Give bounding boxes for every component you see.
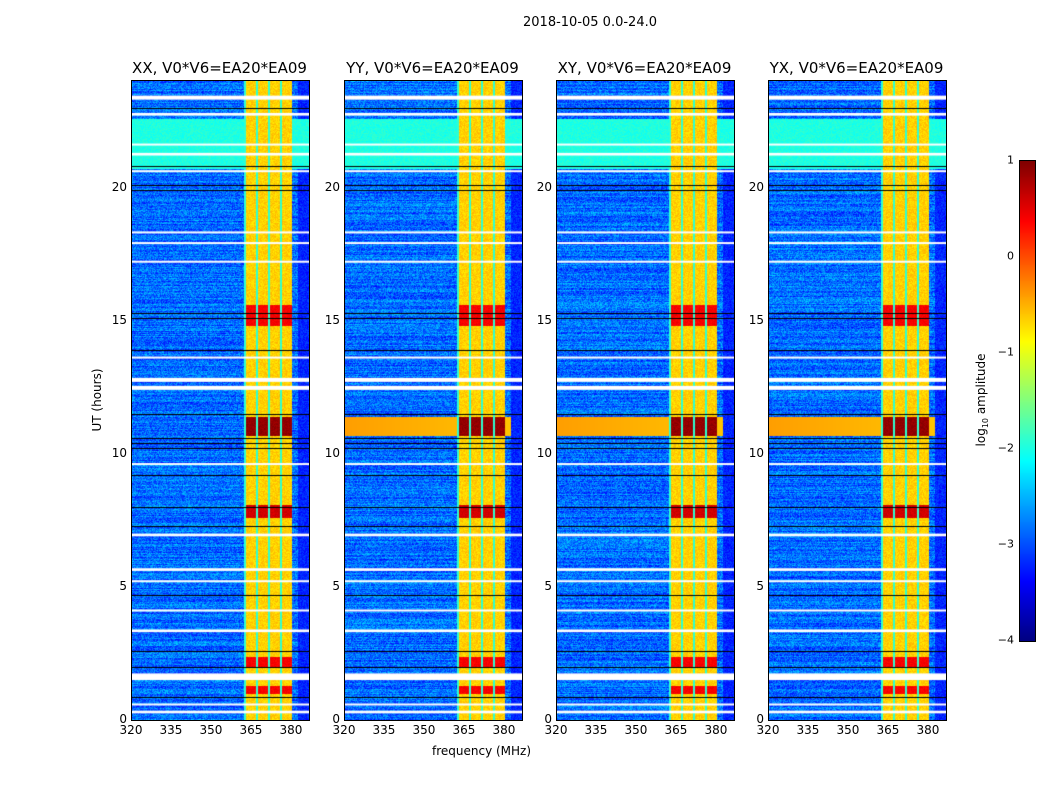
x-tick-label: 365 (452, 723, 476, 737)
y-tick-label: 15 (111, 312, 127, 327)
y-tick-label: 20 (111, 179, 127, 194)
x-tick-label: 365 (664, 723, 688, 737)
panel-title: YY, V0*V6=EA20*EA09 (346, 59, 519, 77)
x-tick-label: 350 (412, 723, 436, 737)
colorbar-tick-label: −1 (997, 345, 1014, 359)
y-tick-label: 0 (119, 712, 127, 726)
waterfall-panel (131, 80, 310, 721)
x-tick-label: 335 (584, 723, 608, 737)
y-tick-label: 5 (756, 578, 764, 593)
colorbar-tick-label: 0 (1007, 249, 1014, 263)
figure-title: 2018-10-05 0.0-24.0 (523, 15, 657, 30)
x-tick-label: 380 (916, 723, 940, 737)
x-tick-label: 365 (876, 723, 900, 737)
y-tick-label: 0 (332, 712, 340, 726)
x-tick-label: 320 (332, 723, 356, 737)
y-tick-label: 20 (748, 179, 764, 194)
colorbar-tick-label: −2 (997, 441, 1014, 455)
x-tick-label: 335 (796, 723, 820, 737)
y-tick-label: 20 (536, 179, 552, 194)
panel-title: XX, V0*V6=EA20*EA09 (132, 59, 307, 77)
x-tick-label: 380 (704, 723, 728, 737)
y-axis-label: UT (hours) (90, 368, 104, 432)
y-tick-label: 5 (544, 578, 552, 593)
x-tick-label: 335 (159, 723, 183, 737)
x-axis-label: frequency (MHz) (432, 744, 532, 758)
x-tick-label: 320 (756, 723, 780, 737)
heatmap-image (345, 81, 522, 720)
y-tick-label: 10 (748, 445, 764, 460)
y-tick-label: 10 (324, 445, 340, 460)
x-tick-label: 365 (239, 723, 263, 737)
x-tick-label: 380 (492, 723, 516, 737)
y-tick-label: 15 (324, 312, 340, 327)
heatmap-image (557, 81, 734, 720)
x-tick-label: 350 (836, 723, 860, 737)
heatmap-image (132, 81, 309, 720)
waterfall-panel (556, 80, 735, 721)
y-tick-label: 5 (332, 578, 340, 593)
colorbar-tick-label: 1 (1007, 153, 1014, 167)
y-tick-label: 20 (324, 179, 340, 194)
x-tick-label: 320 (119, 723, 143, 737)
waterfall-panel (344, 80, 523, 721)
y-tick-label: 15 (748, 312, 764, 327)
colorbar-label: log10 amplitude (973, 353, 991, 447)
colorbar (1019, 160, 1036, 642)
y-tick-label: 5 (119, 578, 127, 593)
x-tick-label: 335 (372, 723, 396, 737)
x-tick-label: 350 (199, 723, 223, 737)
x-tick-label: 350 (624, 723, 648, 737)
y-tick-label: 15 (536, 312, 552, 327)
x-tick-label: 320 (544, 723, 568, 737)
panel-title: XY, V0*V6=EA20*EA09 (557, 59, 732, 77)
x-tick-label: 380 (279, 723, 303, 737)
waterfall-panel (768, 80, 947, 721)
panel-title: YX, V0*V6=EA20*EA09 (769, 59, 944, 77)
heatmap-image (769, 81, 946, 720)
y-tick-label: 0 (544, 712, 552, 726)
y-tick-label: 10 (111, 445, 127, 460)
colorbar-tick-label: −4 (997, 633, 1014, 647)
colorbar-tick-label: −3 (997, 537, 1014, 551)
y-tick-label: 0 (756, 712, 764, 726)
y-tick-label: 10 (536, 445, 552, 460)
